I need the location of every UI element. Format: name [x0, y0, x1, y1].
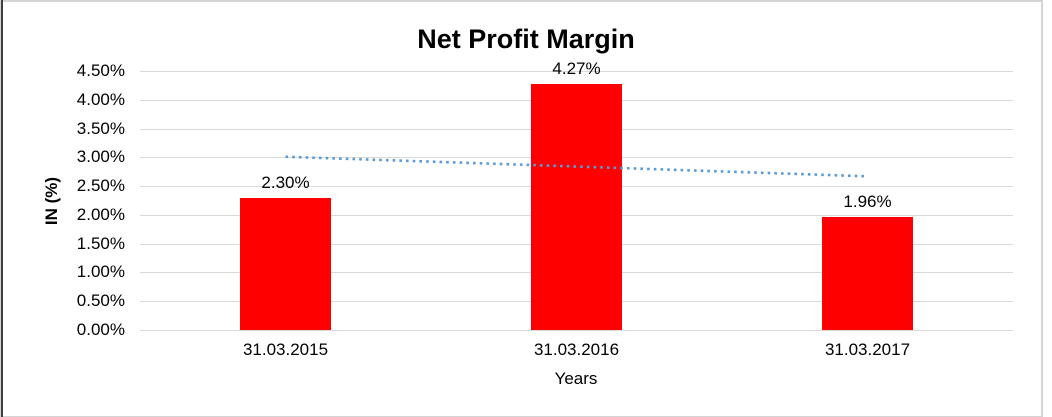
y-tick-label: 0.00%: [76, 320, 125, 339]
x-tick-label: 31.03.2016: [533, 340, 620, 359]
y-tick-label: 1.50%: [76, 234, 125, 253]
x-tick-label: 31.03.2017: [824, 340, 911, 359]
bar: [240, 197, 331, 330]
y-tick-label: 2.00%: [76, 205, 125, 224]
gridline: [140, 330, 1013, 331]
y-tick-label: 2.50%: [76, 176, 125, 195]
bar-value-label: 4.27%: [552, 59, 601, 79]
chart-title: Net Profit Margin: [417, 24, 635, 54]
y-tick-label: 3.00%: [76, 147, 125, 166]
bar-value-label: 2.30%: [261, 172, 310, 192]
y-tick-label: 3.50%: [76, 119, 125, 138]
x-tick-label: 31.03.2015: [242, 340, 329, 359]
bar-value-label: 1.96%: [843, 192, 892, 212]
window-left-edge: [1, 0, 3, 417]
x-axis-title: Years: [554, 369, 598, 388]
y-tick-label: 4.50%: [76, 61, 125, 80]
bar: [531, 84, 622, 330]
y-tick-label: 4.00%: [76, 90, 125, 109]
y-tick-label: 0.50%: [76, 291, 125, 310]
bar: [822, 217, 913, 330]
y-tick-label: 1.00%: [76, 262, 125, 281]
gridline: [140, 71, 1013, 72]
